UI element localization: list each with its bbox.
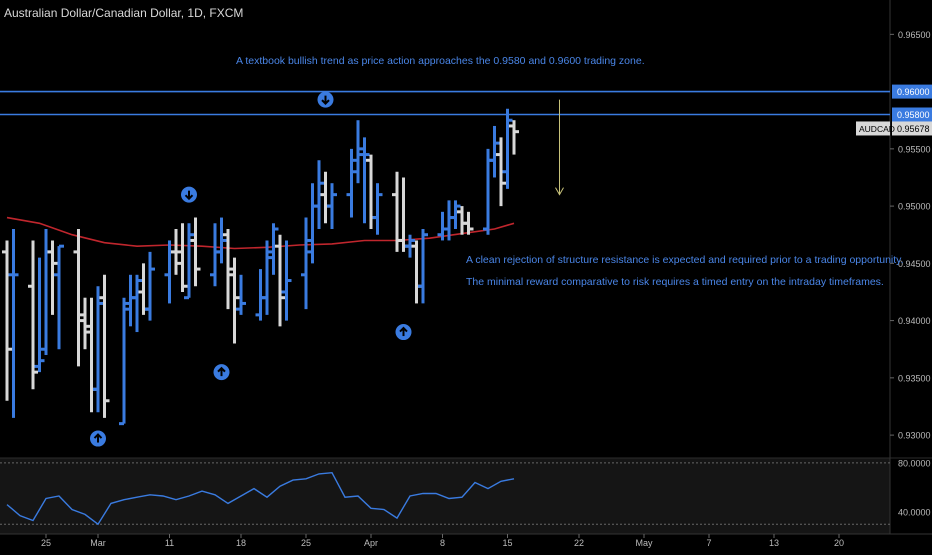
time-tick-label: 15 [502,538,512,548]
ohlc-bar [145,251,155,321]
oscillator-tick-label: 80.0000 [898,458,931,468]
ohlc-bar [509,120,519,155]
ohlc-bar [2,240,12,401]
price-tick-label: 0.95000 [898,202,931,212]
ohlc-bar [223,229,233,310]
ohlc-bar [268,223,279,275]
arrow-up-marker [213,364,230,381]
ohlc-bar [346,148,357,218]
ohlc-bar [177,223,188,292]
ohlc-bar [450,200,461,229]
ohlc-bar [405,234,415,258]
ohlc-bar [463,211,474,235]
ohlc-bar [418,229,428,304]
ohlc-bar [229,257,240,344]
time-tick-label: Apr [364,538,378,548]
ohlc-bar [8,229,19,418]
price-tick-label: 0.93500 [898,373,931,383]
time-tick-label: 22 [574,538,584,548]
level-badge [892,84,932,99]
oscillator-pane [0,458,890,534]
price-tick-label: 0.96500 [898,30,931,40]
ohlc-bar [132,274,142,333]
ohlc-bar [502,108,513,189]
ohlc-bar [28,240,38,390]
marker-arrow-head [217,366,226,373]
current-price-label: 0.95678 [897,124,930,134]
level-badge-label: 0.96000 [897,87,930,97]
time-tick-label: May [635,538,653,548]
projection-arrow-head [555,187,564,196]
arrow-up-marker [395,324,412,341]
ohlc-bar [119,297,129,426]
time-tick-label: 25 [41,538,51,548]
ohlc-bar [236,274,246,315]
ohlc-bar [314,160,324,229]
time-tick-label: 7 [706,538,711,548]
ohlc-bar [73,229,84,367]
ohlc-bar [372,183,383,235]
ohlc-bar [171,229,181,275]
ohlc-bar [184,223,194,300]
time-tick-label: Mar [90,538,106,548]
arrow-up-marker [90,430,106,447]
ohlc-bar [359,137,370,224]
annotation-right-1: A clean rejection of structure resistanc… [466,254,904,266]
price-tick-label: 0.95500 [898,144,931,154]
arrow-down-marker [317,91,334,108]
annotation-right-2: The minimal reward comparative to risk r… [466,276,884,288]
oscillator-line [6,471,515,526]
annotation-top: A textbook bullish trend as price action… [236,55,645,67]
arrow-down-marker [181,186,197,203]
marker-arrow-head [93,433,103,439]
ohlc-bar [54,244,64,350]
marker-arrow-head [184,194,194,201]
ohlc-bar [281,240,292,321]
ohlc-bar [93,286,103,413]
price-tick-label: 0.93000 [898,431,931,441]
oscillator-tick-label: 40.0000 [898,507,931,517]
time-tick-label: 25 [301,538,311,548]
time-tick-label: 18 [236,538,246,548]
price-tick-label: 0.94500 [898,259,931,269]
level-badge-label: 0.95800 [897,110,930,120]
ohlc-bar [301,217,311,310]
symbol-badge-label: AUDCAD [859,124,895,134]
price-tick-label: 0.94000 [898,316,931,326]
ohlc-bar [353,120,363,184]
level-badge [892,107,932,122]
time-tick-label: 11 [165,538,174,548]
ohlc-bar [327,183,337,229]
ohlc-bar [262,240,272,315]
time-tick-label: 13 [769,538,779,548]
ohlc-bar [489,125,500,178]
ohlc-bar [99,274,110,418]
ohlc-bar [34,257,45,373]
marker-arrow-head [399,326,408,333]
ohlc-bar [190,217,201,287]
ohlc-bar [275,234,285,327]
symbol-badge [856,121,890,136]
ohlc-bar [216,217,227,264]
time-tick-label: 20 [834,538,844,548]
chart-title: Australian Dollar/Canadian Dollar, 1D, F… [4,6,244,20]
ohlc-bar [80,297,90,350]
current-price-badge [892,121,932,136]
marker-arrow-head [321,99,330,106]
time-tick-label: 8 [440,538,445,548]
ohlc-bar [496,137,506,207]
ohlc-bar [47,240,58,315]
